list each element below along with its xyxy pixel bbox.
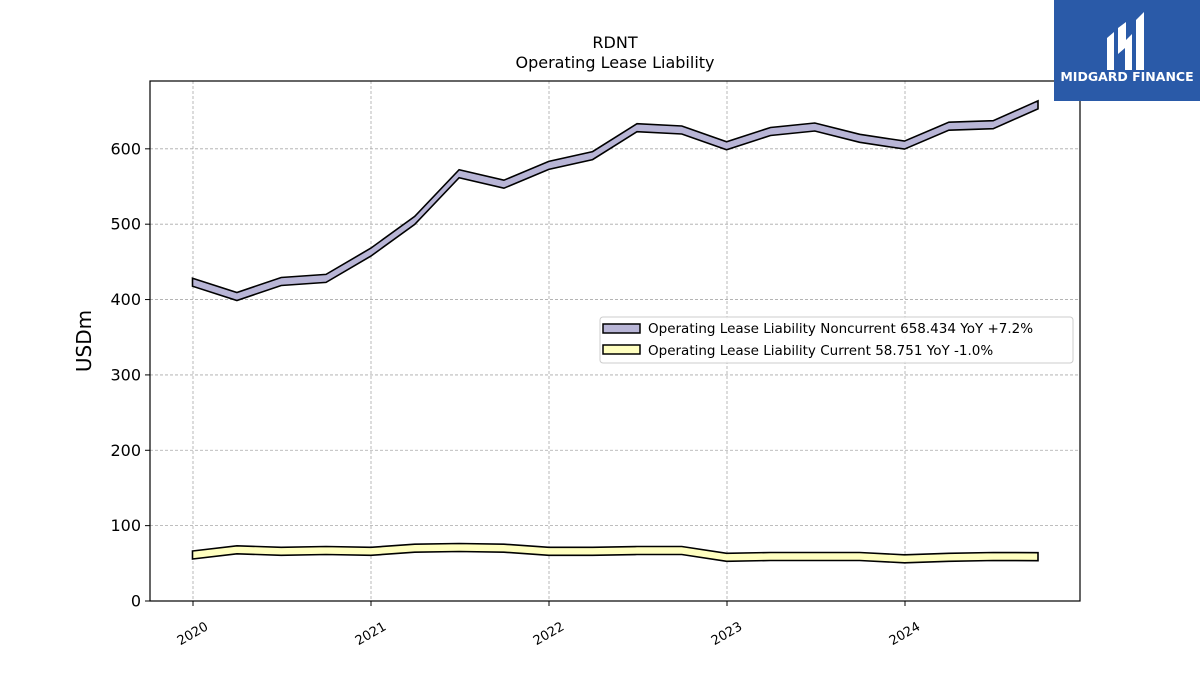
brand-logo: MIDGARD FINANCE xyxy=(1054,0,1200,101)
legend-box xyxy=(599,316,1074,364)
series-band-1 xyxy=(191,542,1039,564)
y-axis: 0 100 200 300 400 500 600 xyxy=(110,139,150,611)
y-tick-label: 500 xyxy=(110,215,141,234)
y-tick-label: 200 xyxy=(110,441,141,460)
x-tick-label: 2024 xyxy=(887,619,923,649)
logo-mark-icon xyxy=(1107,12,1144,70)
chart-title: RDNT xyxy=(592,33,637,52)
legend-swatch-noncurrent xyxy=(602,323,641,334)
legend-label-noncurrent: Operating Lease Liability Noncurrent 658… xyxy=(648,321,1033,337)
y-tick-label: 300 xyxy=(110,365,141,384)
legend: Operating Lease Liability Noncurrent 658… xyxy=(599,316,1074,364)
plot-frame xyxy=(149,80,1081,602)
x-tick-label: 2020 xyxy=(175,619,211,649)
x-tick-label: 2023 xyxy=(709,619,745,649)
y-tick-label: 400 xyxy=(110,290,141,309)
series-band-0 xyxy=(191,99,1039,302)
legend-swatch-current xyxy=(602,344,641,355)
chart-subtitle: Operating Lease Liability xyxy=(515,53,714,72)
x-tick-label: 2022 xyxy=(531,619,567,649)
legend-label-current: Operating Lease Liability Current 58.751… xyxy=(648,343,993,359)
y-tick-label: 100 xyxy=(110,516,141,535)
y-tick-label: 0 xyxy=(131,592,141,611)
logo-text: MIDGARD FINANCE xyxy=(1060,69,1193,84)
x-tick-label: 2021 xyxy=(353,619,389,649)
y-tick-label: 600 xyxy=(110,139,141,158)
series-group xyxy=(191,99,1039,564)
y-axis-label: USDm xyxy=(72,310,96,372)
x-axis: 2020 2021 2022 2023 2024 xyxy=(175,601,923,649)
